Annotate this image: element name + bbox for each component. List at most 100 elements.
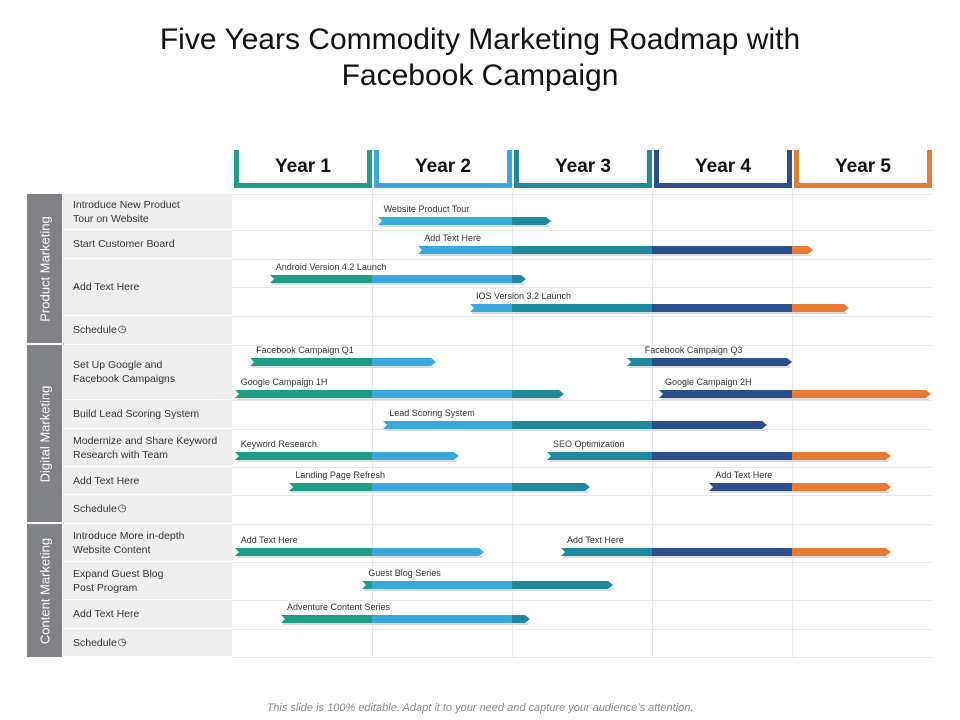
task-bar-arrow [761, 421, 767, 429]
grid-row-line [232, 562, 932, 563]
grid-row-line [232, 600, 932, 601]
task-label: IOS Version 3.2 Launch [476, 291, 572, 301]
task-label: Add Text Here [240, 535, 298, 545]
task-bar [269, 275, 526, 285]
task-bar-segment [289, 483, 372, 491]
task-bar-arrow [478, 548, 484, 556]
task-bar-segment [659, 390, 792, 398]
grid-row-line [232, 467, 932, 468]
task-bar-segment [652, 548, 792, 556]
task-bar-segment [652, 452, 792, 460]
task-bar [626, 358, 792, 368]
grid-row-line [232, 629, 932, 630]
task-bar-segment [377, 217, 512, 225]
task-bar [234, 548, 484, 558]
task-bar-notch [418, 246, 423, 254]
task-bar-segment [791, 483, 887, 491]
task-bar-segment [792, 548, 887, 556]
task-bar-notch [281, 615, 285, 623]
task-bar-arrow [607, 581, 613, 589]
task-bar [659, 390, 931, 400]
year-header-3: Year 3 [514, 150, 652, 188]
task-bar-shadow [563, 556, 890, 558]
task-bar-segment [371, 581, 512, 589]
task-bar-segment [651, 246, 792, 254]
task-bar-segment [371, 483, 512, 491]
row-label-text: Introduce New Product Tour on Website [73, 198, 180, 225]
task-bar-notch [383, 421, 388, 429]
task-bar-arrow [886, 483, 892, 491]
task-bar-shadow [661, 398, 929, 400]
task-bar-shadow [252, 366, 435, 368]
task-bar-shadow [271, 283, 524, 285]
task-bar-shadow [283, 623, 529, 625]
task-bar-segment [511, 483, 586, 491]
row-label: Build Lead Scoring System [63, 400, 232, 428]
task-bar [547, 452, 892, 462]
task-bar-shadow [472, 312, 848, 314]
task-bar-shadow [236, 556, 482, 558]
task-bar-notch [547, 452, 551, 460]
task-bar-arrow [886, 548, 892, 556]
task-bar-segment [234, 548, 372, 556]
task-bar-notch [234, 548, 239, 556]
page-title: Five Years Commodity Marketing Roadmap w… [159, 23, 801, 92]
grid-row-line [232, 657, 932, 658]
row-label-text: Modernize and Share Keyword Research wit… [73, 434, 218, 461]
task-bar-segment [511, 421, 652, 429]
row-label: Add Text Here [63, 467, 232, 494]
row-label-text: Schedule [73, 503, 117, 515]
row-label-text: Add Text Here [73, 281, 140, 293]
task-bar [281, 615, 531, 625]
task-bar-arrow [886, 452, 892, 460]
task-bar-shadow [291, 491, 589, 493]
task-bar-segment [547, 452, 652, 460]
grid-year-divider [372, 190, 373, 658]
task-bar-segment [511, 246, 652, 254]
task-bar-segment [511, 581, 608, 589]
row-label-text: Add Text Here [73, 474, 140, 487]
task-bar-shadow [385, 429, 765, 431]
task-label: Landing Page Refresh [295, 470, 385, 480]
footer-note: This slide is 100% editable. Adapt it to… [266, 702, 694, 714]
task-bar-segment [269, 275, 372, 283]
task-bar-notch [234, 390, 239, 398]
task-bar-segment [792, 304, 845, 312]
task-bar-notch [269, 275, 274, 283]
row-label-text: Schedule [73, 636, 117, 649]
row-label: Expand Guest Blog Post Program [63, 562, 232, 599]
task-bar-notch [626, 358, 631, 366]
row-label-text: Add Text Here [73, 608, 140, 620]
task-bar-arrow [786, 358, 792, 366]
grid-row-line [232, 495, 932, 496]
clock-icon: ◷ [117, 636, 127, 648]
task-label: Adventure Content Series [287, 602, 391, 612]
task-bar-arrow [807, 246, 813, 254]
task-bar-arrow [431, 358, 437, 366]
row-label: Set Up Google and Facebook Campaigns [63, 345, 232, 399]
year-header-2: Year 2 [374, 150, 512, 188]
clock-icon: ◷ [117, 503, 127, 514]
task-bar-segment [234, 390, 372, 398]
task-label: Lead Scoring System [389, 408, 475, 418]
task-bar-notch [561, 548, 565, 556]
task-bar-segment [792, 452, 887, 460]
task-bar-shadow [420, 254, 811, 256]
task-bar-shadow [711, 491, 890, 493]
grid-row-line [232, 316, 932, 317]
task-bar-segment [371, 548, 479, 556]
grid-row-line [232, 524, 932, 525]
task-bar-segment [791, 246, 808, 254]
task-bar-shadow [236, 398, 562, 400]
task-label: Add Text Here [567, 535, 624, 545]
task-label: Keyword Research [240, 439, 317, 449]
task-bar-notch [250, 358, 255, 366]
task-bar-shadow [379, 225, 550, 227]
task-bar-shadow [364, 589, 611, 591]
task-bar-segment [470, 304, 512, 312]
grid-row-line [232, 259, 932, 260]
task-bar-arrow [520, 275, 526, 283]
grid-row-line [232, 400, 932, 401]
task-label: Facebook Campaign Q1 [256, 345, 354, 355]
task-label: Add Text Here [424, 233, 482, 243]
